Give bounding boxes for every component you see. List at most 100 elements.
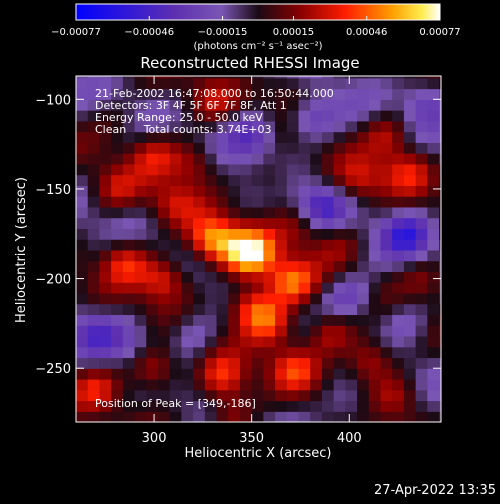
heatmap-cell — [321, 282, 335, 294]
heatmap-cell — [193, 185, 206, 197]
heatmap-cell — [228, 335, 241, 348]
heatmap-cell — [439, 196, 441, 208]
heatmap-cell — [357, 389, 370, 402]
heatmap-cell — [357, 378, 370, 391]
heatmap-cell — [146, 76, 159, 79]
heatmap-cell — [310, 378, 323, 391]
heatmap-cell — [263, 239, 276, 251]
heatmap-cell — [228, 411, 241, 422]
heatmap-cell — [181, 131, 194, 143]
heatmap-cell — [146, 346, 159, 359]
heatmap-cell — [216, 142, 229, 154]
heatmap-cell — [76, 239, 89, 251]
heatmap-cell — [415, 131, 428, 143]
heatmap-cell — [76, 120, 89, 133]
heatmap-cell — [403, 400, 417, 412]
heatmap-cell — [275, 153, 288, 165]
heatmap-cell — [216, 153, 229, 165]
heatmap-cell — [310, 110, 323, 122]
heatmap-cell — [169, 217, 182, 229]
heatmap-cell — [157, 88, 171, 100]
heatmap-cell — [204, 411, 218, 422]
heatmap-cell — [87, 131, 101, 143]
heatmap-cell — [204, 389, 218, 402]
heatmap-cell — [439, 378, 441, 391]
heatmap-cell — [99, 335, 112, 348]
heatmap-cell — [228, 174, 241, 186]
heatmap-cell — [169, 400, 182, 412]
heatmap-cell — [181, 76, 194, 79]
heatmap-cell — [345, 303, 358, 316]
heatmap-cell — [357, 282, 370, 294]
heatmap-cell — [99, 174, 112, 186]
heatmap-cell — [415, 325, 428, 337]
heatmap-cell — [427, 99, 440, 111]
heatmap-cell — [263, 131, 276, 143]
heatmap-cell — [427, 88, 440, 100]
heatmap-cell — [134, 131, 147, 143]
heatmap-cells — [76, 76, 441, 422]
heatmap-cell — [357, 260, 370, 273]
heatmap-cell — [239, 282, 253, 294]
heatmap-cell — [263, 378, 276, 391]
heatmap-cell — [380, 228, 393, 240]
heatmap-cell — [99, 303, 112, 316]
heatmap-cell — [275, 378, 288, 391]
heatmap-cell — [193, 131, 206, 143]
heatmap-cell — [368, 400, 382, 412]
heatmap-cell — [87, 77, 101, 90]
heatmap-cell — [76, 335, 89, 348]
heatmap-cell — [310, 206, 323, 219]
heatmap-cell — [321, 217, 335, 229]
heatmap-cell — [169, 335, 182, 348]
heatmap-cell — [392, 163, 405, 176]
heatmap-cell — [204, 260, 218, 273]
heatmap-cell — [239, 378, 253, 391]
heatmap-cell — [392, 292, 405, 305]
heatmap-cell — [76, 271, 89, 283]
heatmap-cell — [157, 131, 171, 143]
heatmap-cell — [298, 357, 311, 369]
heatmap-cell — [87, 314, 101, 326]
heatmap-cell — [216, 206, 229, 219]
heatmap-cell — [251, 110, 264, 122]
heatmap-cell — [286, 249, 300, 262]
heatmap-cell — [134, 271, 147, 283]
heatmap-cell — [228, 217, 241, 229]
heatmap-cell — [415, 153, 428, 165]
heatmap-cell — [275, 77, 288, 90]
heatmap-cell — [275, 335, 288, 348]
heatmap-cell — [204, 282, 218, 294]
heatmap-cell — [157, 206, 171, 219]
heatmap-cell — [368, 389, 382, 402]
heatmap-cell — [333, 196, 346, 208]
heatmap-cell — [239, 163, 253, 176]
heatmap-cell — [275, 325, 288, 337]
heatmap-cell — [216, 174, 229, 186]
heatmap-cell — [76, 185, 89, 197]
heatmap-cell — [298, 282, 311, 294]
heatmap-cell — [298, 411, 311, 422]
heatmap-cell — [228, 77, 241, 90]
heatmap-cell — [204, 120, 218, 133]
heatmap-cell — [298, 400, 311, 412]
heatmap-cell — [263, 271, 276, 283]
heatmap-cell — [204, 271, 218, 283]
heatmap-cell — [403, 335, 417, 348]
heatmap-cell — [298, 228, 311, 240]
heatmap-cell — [193, 346, 206, 359]
heatmap-cell — [239, 411, 253, 422]
x-tick-label: 400 — [337, 431, 362, 446]
heatmap-cell — [321, 271, 335, 283]
heatmap-cell — [239, 88, 253, 100]
heatmap-cell — [275, 142, 288, 154]
heatmap-cell — [122, 292, 136, 305]
heatmap-cell — [368, 368, 382, 380]
heatmap-cell — [169, 110, 182, 122]
heatmap-cell — [87, 99, 101, 111]
heatmap-cell — [392, 314, 405, 326]
heatmap-cell — [251, 292, 264, 305]
heatmap-cell — [310, 163, 323, 176]
heatmap-cell — [333, 142, 346, 154]
heatmap-cell — [122, 206, 136, 219]
